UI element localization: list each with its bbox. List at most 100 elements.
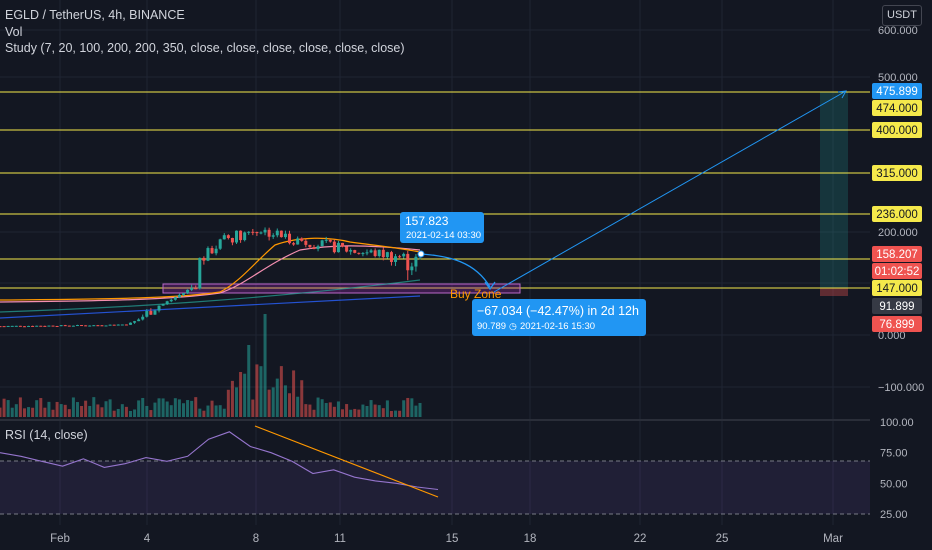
candle-body (218, 239, 222, 249)
projection-callout[interactable]: −67.034 (−42.47%) in 2d 12h 90.789 ◷ 202… (472, 299, 646, 336)
price-label-level: 315.000 (872, 165, 922, 181)
candle-body (124, 324, 128, 326)
volume-bar (296, 396, 300, 417)
volume-bar (345, 404, 349, 417)
candle-body (116, 324, 120, 326)
time-axis-ticks: Feb 4 8 11 15 18 22 25 Mar (50, 533, 843, 545)
time-tick-label: 22 (634, 533, 647, 545)
candle-body (398, 256, 402, 258)
rsi-line[interactable] (0, 431, 439, 491)
candle-body (59, 325, 63, 327)
rsi-legend[interactable]: RSI (14, close) (5, 428, 88, 442)
candle-body (373, 250, 377, 256)
candle-body (296, 238, 300, 245)
volume-bar (124, 406, 128, 417)
candle-body (361, 253, 365, 255)
candle-body (300, 238, 304, 241)
candle-body (414, 256, 418, 267)
volume-bar (275, 378, 279, 417)
candle-body (369, 250, 373, 253)
candle-body (226, 235, 230, 238)
svg-text:236.000: 236.000 (876, 209, 918, 221)
time-tick-label: Feb (50, 533, 70, 545)
volume-bar (214, 405, 218, 417)
volume-bar (43, 407, 47, 417)
candle-body (230, 237, 234, 243)
volume-bar (161, 398, 165, 417)
candle-body (67, 325, 71, 327)
volume-bar (51, 409, 55, 417)
candle-body (63, 325, 67, 327)
volume-bar (353, 408, 357, 417)
volume-bar (357, 409, 361, 417)
time-tick-label: 4 (144, 533, 151, 545)
candle-body (267, 229, 271, 237)
symbol-legend[interactable]: EGLD / TetherUS, 4h, BINANCE (5, 8, 185, 22)
candle-body (47, 325, 51, 327)
volume-bar (173, 398, 177, 417)
volume-bar (239, 372, 243, 417)
volume-bar (247, 345, 251, 417)
rsi-tick-label: 25.00 (880, 509, 908, 521)
volume-bar (332, 406, 336, 417)
ma-line-fast (0, 237, 421, 301)
volume-bar (55, 401, 59, 417)
price-label-countdown: 01:02:52 (872, 263, 922, 279)
volume-bar (190, 400, 194, 417)
candle-body (320, 240, 324, 247)
candle-body (112, 324, 116, 326)
candle-body (108, 324, 112, 326)
candle-body (357, 252, 361, 254)
candle-body (194, 288, 198, 290)
projection-start-point[interactable] (417, 250, 425, 258)
candle-body (235, 230, 239, 243)
rsi-divergence-trendline[interactable] (254, 425, 439, 498)
volume-bar (312, 409, 316, 417)
projection-curve[interactable] (420, 253, 491, 288)
volume-bar (104, 401, 108, 417)
price-grid (0, 0, 870, 525)
candle-body (279, 230, 283, 238)
study-legend[interactable]: Study (7, 20, 100, 200, 200, 350, close,… (5, 41, 405, 55)
svg-text:400.000: 400.000 (876, 125, 918, 137)
svg-text:315.000: 315.000 (876, 168, 918, 180)
volume-bar (47, 401, 51, 417)
candle-body (181, 293, 185, 295)
candle-body (324, 239, 328, 241)
volume-bar (0, 407, 2, 417)
candle-body (275, 230, 279, 236)
candle-body (145, 310, 149, 317)
candle-body (149, 310, 153, 315)
current-price-callout[interactable]: 157.823 2021-02-14 03:30 (400, 212, 484, 243)
volume-bar (398, 410, 402, 417)
volume-bar (92, 397, 96, 417)
volume-bar (141, 397, 145, 417)
volume-bar (385, 400, 389, 417)
volume-bar (108, 399, 112, 417)
volume-legend[interactable]: Vol (5, 25, 23, 39)
volume-bar (324, 403, 328, 417)
candle-body (84, 325, 88, 327)
candles-group[interactable] (0, 227, 422, 328)
candle-body (263, 229, 267, 233)
long-position-profit-box[interactable] (820, 92, 848, 288)
level-lines[interactable] (0, 91, 870, 289)
candle-body (14, 325, 18, 327)
volume-bar (316, 397, 320, 417)
svg-text:147.000: 147.000 (876, 283, 918, 295)
projection-change-text: −67.034 (−42.47%) in 2d 12h (477, 304, 639, 318)
volume-bar (133, 409, 137, 417)
candle-body (353, 250, 357, 253)
target-trend-line[interactable] (493, 90, 847, 293)
volume-bar (88, 405, 92, 417)
long-position-stop-box[interactable] (820, 288, 848, 296)
time-axis[interactable] (0, 525, 932, 550)
volume-bar (157, 398, 161, 417)
svg-text:76.899: 76.899 (879, 319, 914, 331)
currency-button[interactable]: USDT (882, 5, 922, 26)
candle-body (402, 253, 406, 257)
volume-bar (271, 387, 275, 417)
candle-body (18, 325, 22, 327)
volume-bar (2, 398, 6, 417)
